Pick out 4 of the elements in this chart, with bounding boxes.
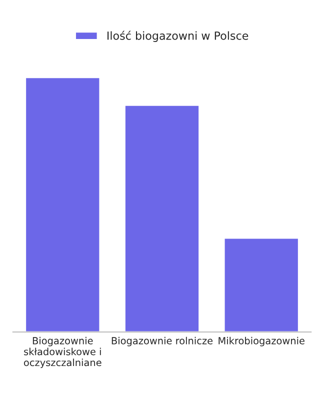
x-tick-label: Mikrobiogazownie	[218, 336, 304, 346]
x-tick-label: Biogazownie rolnicze	[112, 336, 213, 346]
x-tick-label: Biogazownie składowiskowe i oczyszczalniane	[24, 336, 102, 368]
legend-label: Ilość biogazowni w Polsce	[107, 30, 248, 42]
